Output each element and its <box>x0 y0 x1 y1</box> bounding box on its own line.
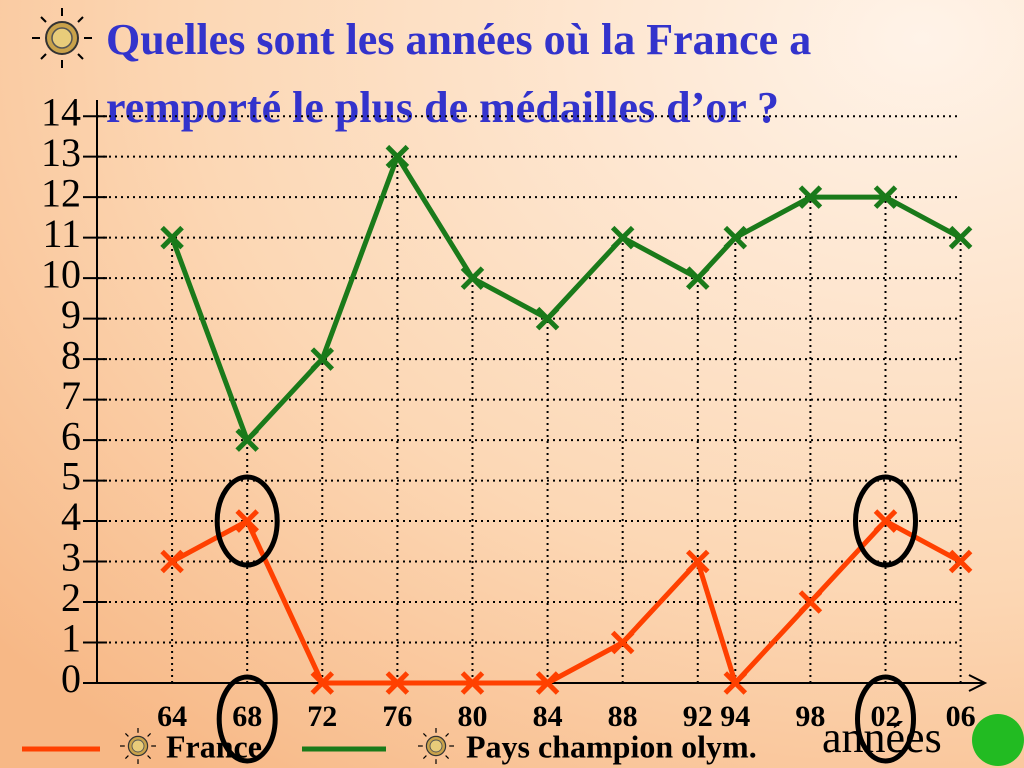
x-tick-label: 80 <box>457 700 487 733</box>
y-tick-label: 10 <box>41 251 81 296</box>
y-tick-label: 9 <box>61 292 81 337</box>
x-tick-label: 06 <box>946 700 976 733</box>
point-marker <box>948 225 973 250</box>
point-marker <box>535 306 560 331</box>
x-tick-label: 98 <box>795 700 825 733</box>
y-tick-label: 14 <box>41 89 81 134</box>
y-tick-label: 1 <box>61 616 81 661</box>
point-marker <box>798 185 823 209</box>
point-marker <box>723 671 748 695</box>
legend-label: Pays champion olym. <box>466 728 757 764</box>
x-axis-label: années <box>822 713 942 762</box>
point-marker <box>535 671 560 695</box>
x-tick-label: 72 <box>307 700 337 733</box>
y-tick-label: 8 <box>61 332 81 377</box>
series-line <box>170 518 962 686</box>
y-tick-label: 13 <box>41 130 81 175</box>
y-tick-label: 7 <box>61 373 81 418</box>
x-axis-arrow <box>968 674 988 692</box>
x-tick-label: 94 <box>720 700 750 733</box>
point-marker <box>310 347 335 371</box>
point-marker <box>685 266 710 290</box>
y-tick-label: 2 <box>61 575 81 620</box>
y-tick-label: 6 <box>61 413 81 458</box>
y-tick-label: 4 <box>61 494 81 539</box>
point-marker <box>460 266 485 290</box>
highlight-circle <box>214 474 280 568</box>
point-marker <box>235 428 259 452</box>
highlight-circle <box>854 674 916 764</box>
x-tick-label: 64 <box>157 700 187 733</box>
point-marker <box>873 509 898 533</box>
point-marker <box>310 671 335 695</box>
point-marker <box>235 509 259 533</box>
x-tick-label: 92 <box>683 700 713 733</box>
point-marker <box>160 549 184 574</box>
point-marker <box>873 185 898 209</box>
point-marker <box>385 144 410 169</box>
point-marker <box>385 671 410 695</box>
x-tick-label: 84 <box>533 700 563 733</box>
point-marker <box>798 590 823 614</box>
y-tick-label: 11 <box>42 211 81 256</box>
x-tick-label: 88 <box>608 700 638 733</box>
highlight-circle <box>852 474 918 568</box>
nav-button[interactable] <box>972 714 1024 766</box>
legend-label: France <box>166 728 262 764</box>
point-marker <box>460 671 485 695</box>
x-tick-label: 68 <box>232 700 262 733</box>
x-tick-label: 02 <box>870 700 900 733</box>
series-line <box>169 154 962 443</box>
chart-title: Quelles sont les années où la France a <box>106 15 811 64</box>
x-tick-label: 76 <box>382 700 412 733</box>
point-marker <box>610 225 635 250</box>
point-marker <box>723 225 748 250</box>
point-marker <box>948 549 973 574</box>
y-tick-label: 0 <box>61 656 81 701</box>
point-marker <box>160 225 184 250</box>
point-marker <box>685 549 710 574</box>
y-tick-label: 5 <box>61 454 81 499</box>
highlight-circle <box>216 674 278 764</box>
y-tick-label: 12 <box>41 170 81 215</box>
point-marker <box>610 630 635 655</box>
chart-title-line2: remporté le plus de médailles d’or ? <box>106 83 779 132</box>
y-tick-label: 3 <box>61 535 81 580</box>
